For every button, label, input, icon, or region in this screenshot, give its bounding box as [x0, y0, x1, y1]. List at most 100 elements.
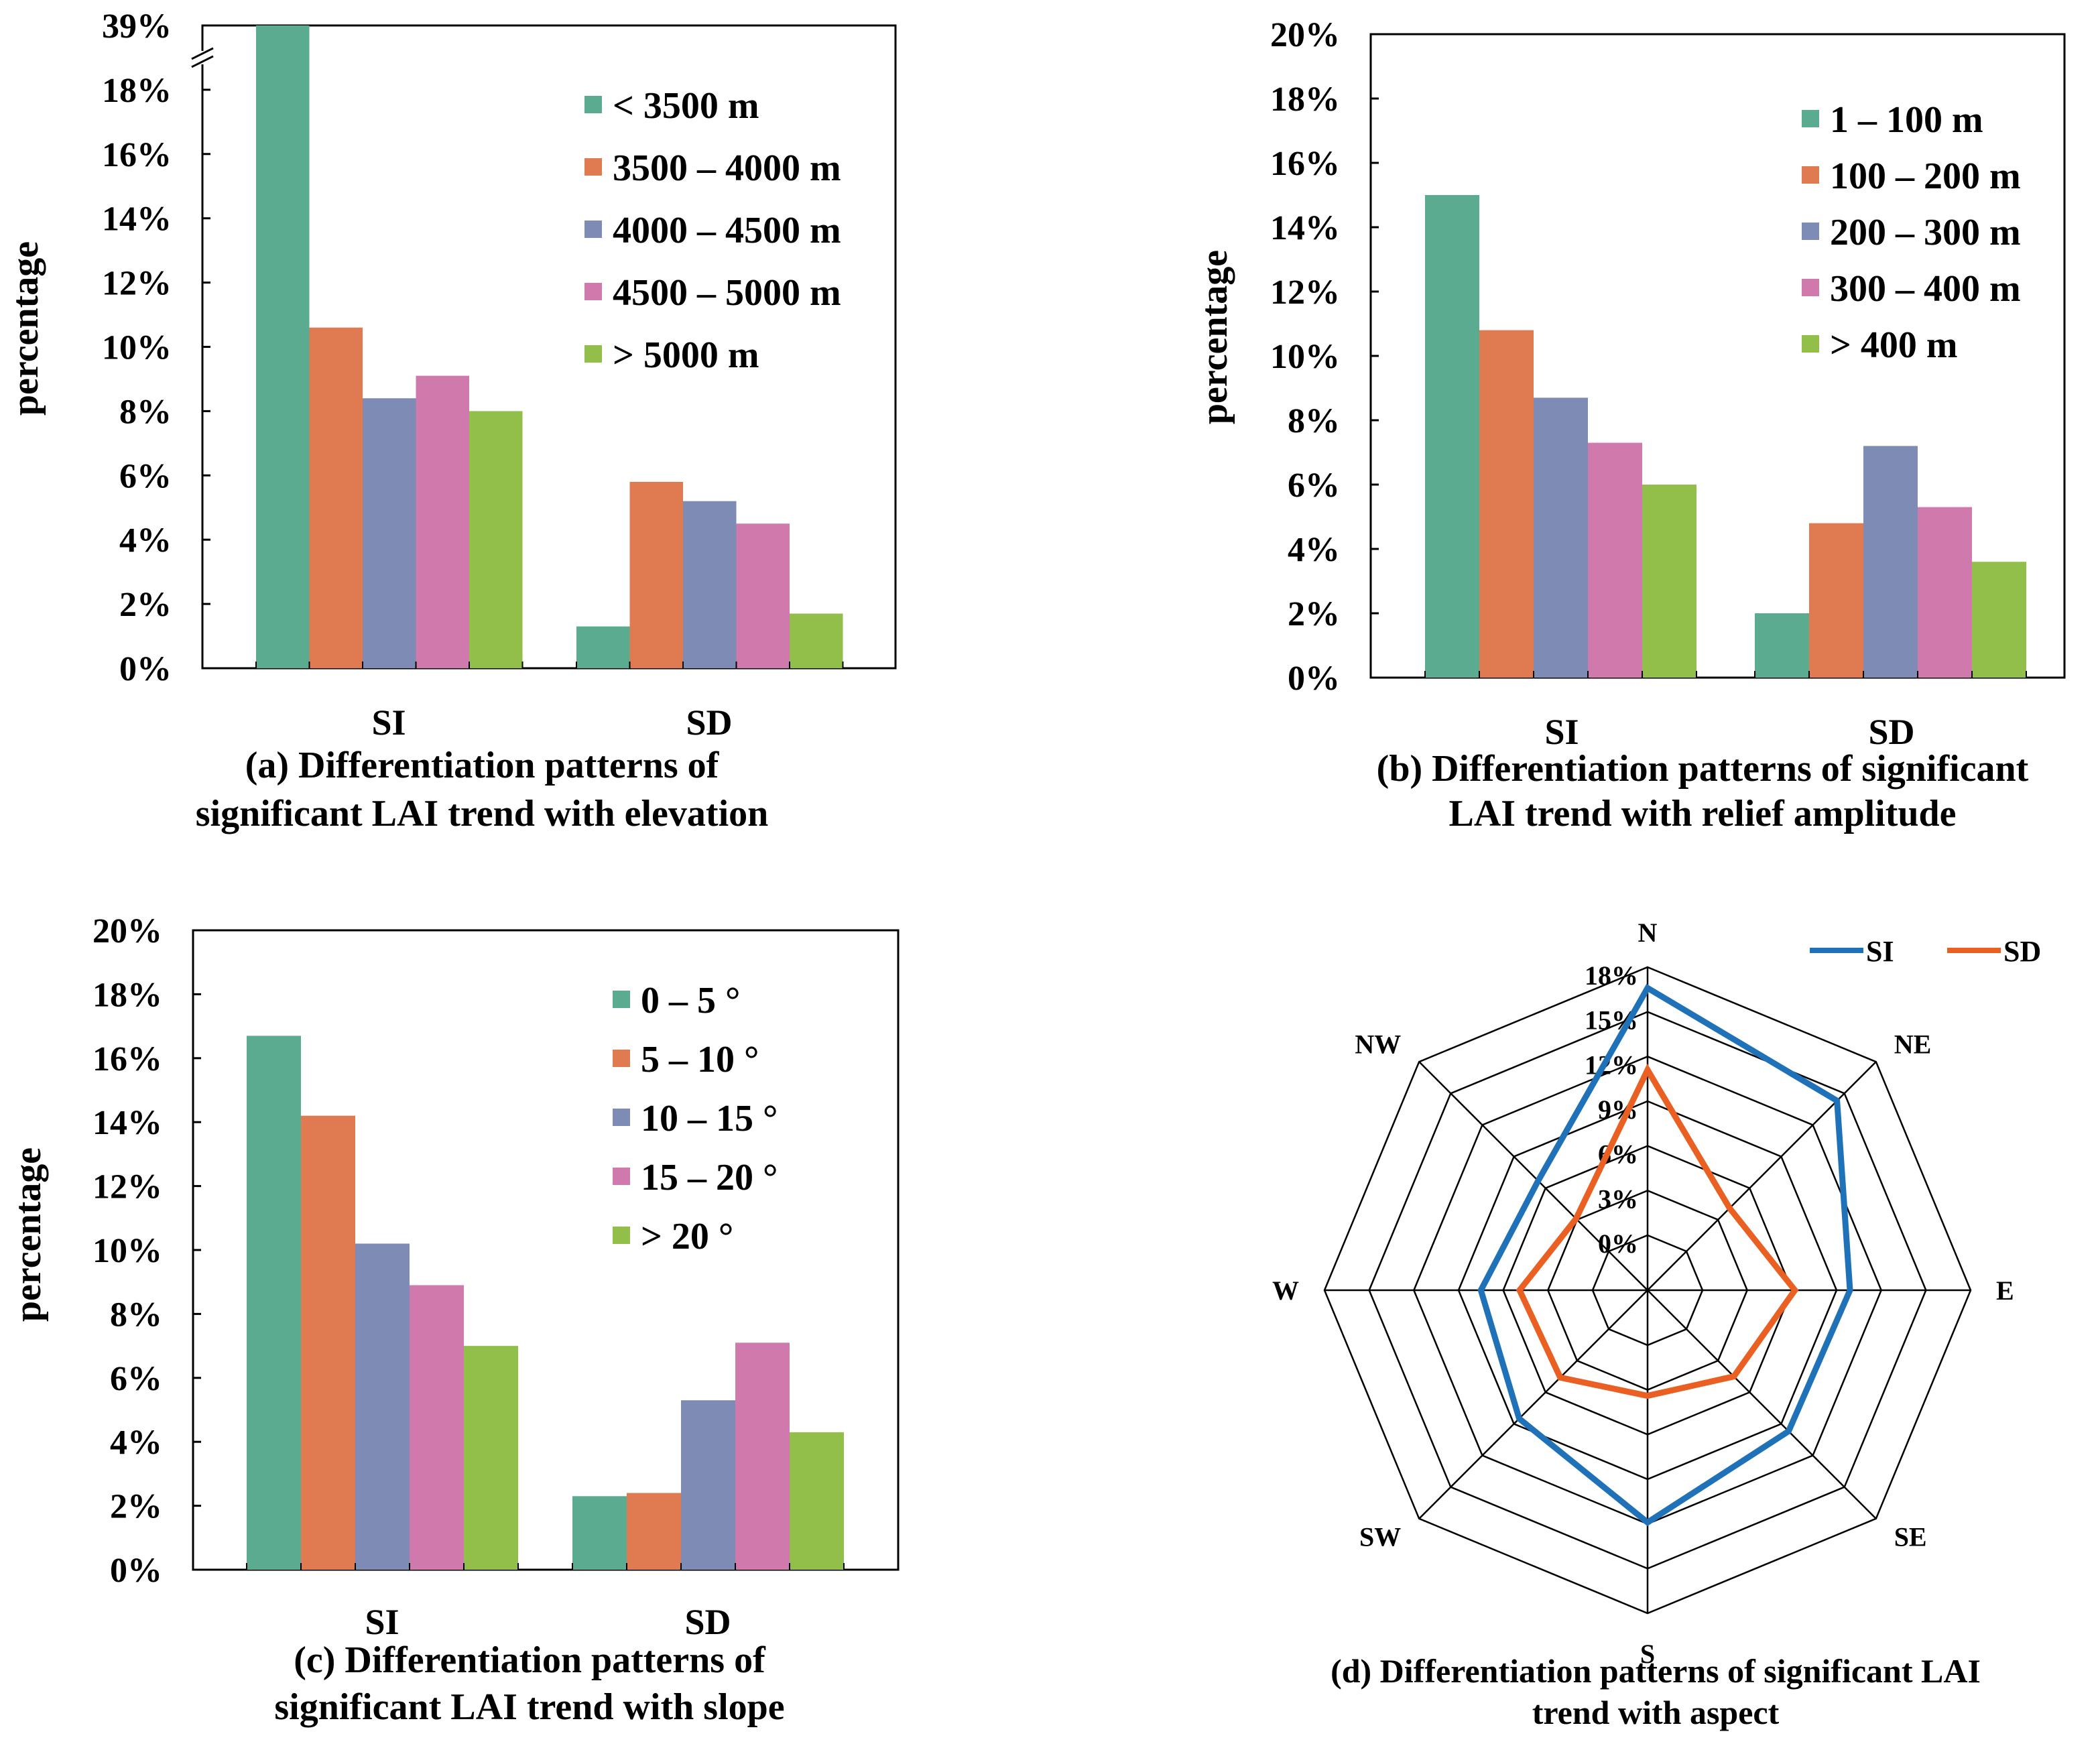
legend-label: 15 – 20 ° [641, 1157, 778, 1198]
panel-a-elevation-chart: 0% 2% 4% 6% 8% 10% 12% 14% 16% 18% 39% percentage SI… [5, 7, 897, 834]
radar-series-si [1477, 983, 1853, 1526]
bar-sd-3 [683, 501, 737, 668]
radar-tick-label: 0% [1598, 1229, 1638, 1259]
category-label: SI [371, 702, 406, 743]
y-tick-label: 4% [110, 1424, 162, 1462]
bar-si-4 [1588, 442, 1642, 678]
bar-si-5 [1642, 485, 1696, 678]
bar-sd-1 [576, 626, 630, 668]
bar-si-3 [1534, 397, 1588, 678]
legend-swatch [613, 1109, 630, 1126]
legend-label: 200 – 300 m [1830, 212, 2021, 253]
bar-sd-2 [1809, 523, 1863, 678]
y-tick-label: 4% [119, 521, 172, 560]
category-label: SI [1544, 712, 1579, 752]
y-axis-label: percentage [5, 241, 46, 416]
legend-label: 10 – 15 ° [641, 1098, 778, 1139]
radar-tick-label: 18% [1585, 960, 1638, 991]
bar-sd-4 [1918, 507, 1972, 678]
legend-swatch [1802, 335, 1819, 353]
axis-break-mark [191, 55, 214, 68]
legend-label: 100 – 200 m [1830, 155, 2021, 197]
radar-spoke [1418, 1061, 1648, 1291]
y-tick-label: 12% [1270, 273, 1340, 312]
legend-swatch [1802, 279, 1819, 296]
y-tick-label: 6% [119, 457, 172, 495]
panel-c-slope-chart: 0% 2% 4% 6% 8% 10% 12% 14% 16% 18% 20% percentage SI… [7, 912, 900, 1728]
legend-label: > 400 m [1830, 324, 1958, 366]
bar-sd-1 [1755, 613, 1809, 678]
legend-label: > 20 ° [641, 1216, 733, 1257]
bar-sd-3 [1863, 446, 1918, 678]
y-tick-label: 6% [1288, 466, 1340, 505]
bar-si-4 [416, 375, 469, 668]
legend-swatch [613, 991, 630, 1008]
caption-line-2: significant LAI trend with slope [274, 1686, 784, 1728]
legend-label: SI [1866, 935, 1894, 968]
bar-si-2 [1479, 330, 1534, 678]
bar-si-5 [464, 1346, 518, 1570]
y-tick-label: 0% [119, 650, 172, 688]
legend-label: 1 – 100 m [1830, 99, 1983, 141]
y-tick-label: 20% [92, 912, 162, 950]
y-tick-label: 2% [110, 1488, 162, 1526]
y-tick-label: 18% [102, 72, 172, 110]
category-label: SD [686, 702, 732, 743]
legend-label: SD [2003, 935, 2041, 968]
legend-label: 4000 – 4500 m [613, 210, 841, 251]
radar-direction-label: NE [1894, 1029, 1932, 1059]
y-tick-label: 10% [1270, 338, 1340, 376]
radar-direction-label: N [1638, 918, 1658, 948]
legend-swatch [584, 158, 602, 176]
y-tick-label: 16% [92, 1040, 162, 1078]
y-tick-label: 10% [92, 1232, 162, 1270]
bar-sd-4 [736, 523, 790, 668]
bar-sd-2 [629, 481, 683, 668]
legend-label: 300 – 400 m [1830, 268, 2021, 310]
caption-line-2: significant LAI trend with elevation [196, 793, 769, 834]
bar-sd-3 [681, 1400, 735, 1570]
y-tick-label: 12% [102, 265, 172, 303]
caption-line-1: (d) Differentiation patterns of signific… [1331, 1652, 1981, 1690]
y-tick-label: 8% [1288, 402, 1340, 440]
category-label: SI [365, 1602, 399, 1642]
legend-swatch [584, 96, 602, 113]
category-label: SD [684, 1602, 731, 1642]
bar-si-5 [469, 411, 523, 668]
bar-si-1 [1425, 195, 1479, 678]
radar-direction-label: SE [1894, 1522, 1927, 1552]
panel-b-relief-chart: 0% 2% 4% 6% 8% 10% 12% 14% 16% 18% 20% percentage SI… [1194, 16, 2066, 834]
y-tick-label: 4% [1288, 531, 1340, 569]
legend-label: < 3500 m [613, 85, 759, 127]
y-tick-label: 16% [102, 136, 172, 174]
y-axis-label: percentage [7, 1147, 49, 1322]
bar-sd-5 [1972, 562, 2026, 678]
legend-label: 3500 – 4000 m [613, 147, 841, 189]
caption-line-1: (c) Differentiation patterns of [294, 1639, 766, 1681]
bar-sd-4 [735, 1342, 790, 1570]
bar-si-3 [363, 398, 416, 668]
radar-spoke [1647, 1290, 1877, 1519]
y-tick-label: 2% [1288, 595, 1340, 633]
bar-sd-2 [627, 1493, 681, 1570]
y-tick-label: 18% [1270, 80, 1340, 119]
y-tick-label: 8% [119, 393, 172, 431]
bar-si-4 [410, 1285, 464, 1570]
y-axis-label: percentage [1194, 250, 1235, 424]
y-tick-label: 12% [92, 1168, 162, 1206]
radar-direction-label: E [1996, 1275, 2014, 1306]
caption-line-1: (b) Differentiation patterns of signific… [1377, 748, 2029, 790]
legend-swatch [1802, 223, 1819, 240]
category-label: SD [1868, 712, 1914, 752]
legend-label: 4500 – 5000 m [613, 272, 841, 314]
legend-swatch [613, 1168, 630, 1185]
bar-si-2 [301, 1115, 355, 1570]
legend-swatch [584, 345, 602, 363]
bar-sd-5 [790, 613, 843, 668]
y-tick-label: 10% [102, 329, 172, 367]
legend-label: 5 – 10 ° [641, 1039, 759, 1080]
bar-sd-5 [790, 1432, 844, 1570]
axis-break-mark [191, 47, 214, 60]
